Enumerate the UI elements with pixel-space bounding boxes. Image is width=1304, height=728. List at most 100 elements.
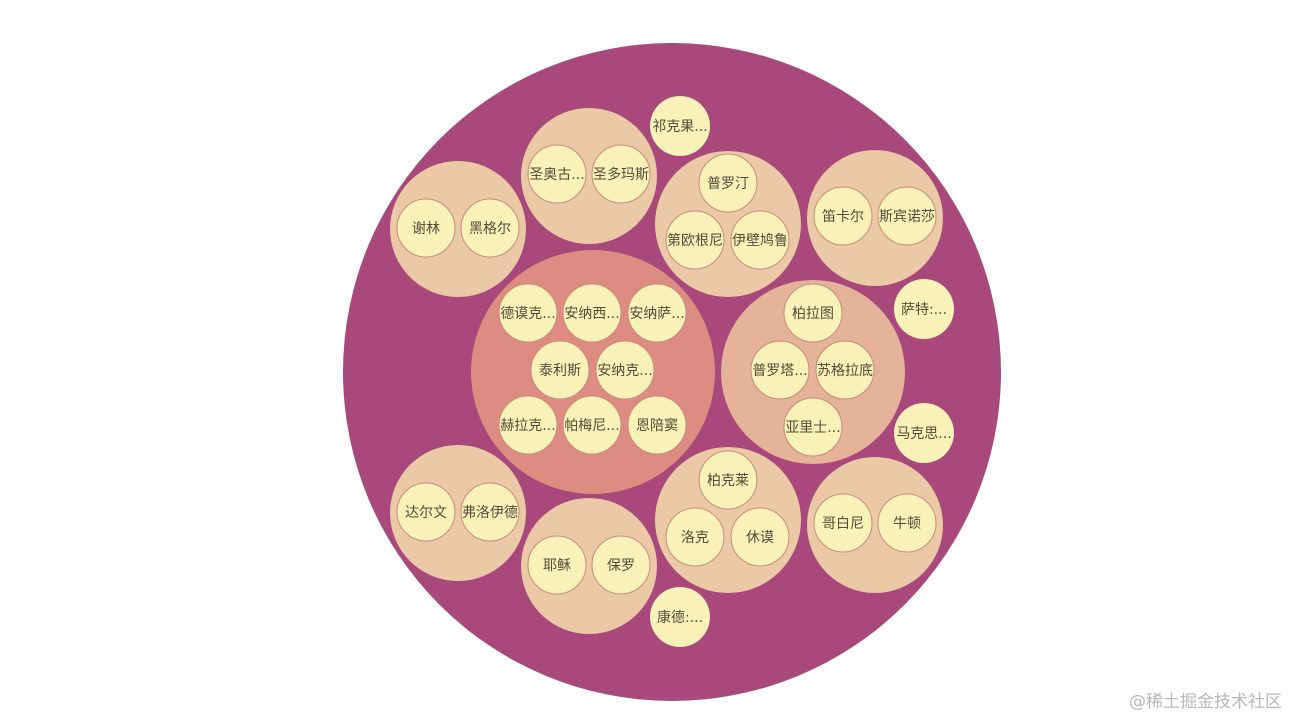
leaf-node[interactable]: 保罗 — [591, 535, 651, 595]
leaf-node[interactable]: 谢林 — [396, 198, 456, 258]
node-label: 斯宾诺莎 — [879, 209, 935, 225]
leaf-node[interactable]: 安纳西... — [562, 283, 622, 343]
leaf-node[interactable]: 达尔文 — [396, 482, 456, 542]
single-node[interactable]: 康德:... — [650, 587, 710, 647]
single-node[interactable]: 祁克果... — [650, 96, 710, 156]
leaf-circle[interactable] — [665, 507, 725, 567]
leaf-circle[interactable] — [396, 198, 456, 258]
leaf-node[interactable]: 哥白尼 — [813, 493, 873, 553]
single-node[interactable]: 萨特:... — [894, 279, 954, 339]
leaf-circle[interactable] — [460, 482, 520, 542]
leaf-node[interactable]: 柏拉图 — [783, 283, 843, 343]
leaf-node[interactable]: 安纳克... — [595, 340, 655, 400]
node-label: 伊壁鸠鲁 — [732, 232, 788, 249]
watermark: @稀土掘金技术社区 — [1129, 692, 1282, 712]
leaf-circle[interactable] — [750, 340, 810, 400]
leaf-node[interactable]: 帕梅尼... — [562, 395, 622, 455]
node-label: 亚里士... — [785, 420, 840, 436]
leaf-circle[interactable] — [627, 283, 687, 343]
leaf-node[interactable]: 亚里士... — [783, 397, 843, 457]
node-label: 萨特:... — [901, 302, 947, 318]
node-label: 马克思... — [896, 426, 951, 442]
leaf-circle[interactable] — [498, 283, 558, 343]
node-label: 柏拉图 — [792, 306, 834, 322]
leaf-circle[interactable] — [815, 340, 875, 400]
node-label: 泰利斯 — [539, 363, 581, 379]
group-circle[interactable] — [390, 161, 526, 297]
leaf-circle[interactable] — [527, 144, 587, 204]
group-circle[interactable] — [390, 445, 526, 581]
leaf-node[interactable]: 苏格拉底 — [815, 340, 875, 400]
leaf-circle[interactable] — [877, 493, 937, 553]
leaf-circle[interactable] — [562, 283, 622, 343]
leaf-node[interactable]: 笛卡尔 — [813, 186, 873, 246]
node-label: 康德:... — [657, 609, 703, 626]
node-label: 笛卡尔 — [822, 209, 864, 225]
leaf-node[interactable]: 安纳萨... — [627, 283, 687, 343]
group-circle[interactable] — [807, 150, 943, 286]
leaf-circle[interactable] — [498, 395, 558, 455]
leaf-circle[interactable] — [730, 210, 790, 270]
group-circle[interactable] — [807, 457, 943, 593]
leaf-circle[interactable] — [665, 210, 725, 270]
leaf-node[interactable]: 休谟 — [730, 507, 790, 567]
single-circle[interactable] — [894, 279, 954, 339]
node-label: 安纳克... — [597, 363, 652, 379]
node-label: 柏克莱 — [707, 473, 749, 489]
leaf-node[interactable]: 普罗汀 — [698, 153, 758, 213]
leaf-circle[interactable] — [595, 340, 655, 400]
leaf-node[interactable]: 第欧根尼 — [665, 210, 725, 270]
leaf-node[interactable]: 洛克 — [665, 507, 725, 567]
leaf-circle[interactable] — [591, 144, 651, 204]
node-label: 洛克 — [681, 530, 709, 546]
leaf-circle[interactable] — [698, 450, 758, 510]
leaf-node[interactable]: 耶稣 — [527, 535, 587, 595]
leaf-node[interactable]: 伊壁鸠鲁 — [730, 210, 790, 270]
leaf-circle[interactable] — [627, 395, 687, 455]
leaf-node[interactable]: 黑格尔 — [460, 198, 520, 258]
leaf-circle[interactable] — [730, 507, 790, 567]
leaf-node[interactable]: 牛顿 — [877, 493, 937, 553]
single-circle[interactable] — [894, 403, 954, 463]
leaf-circle[interactable] — [813, 186, 873, 246]
node-label: 圣奥古... — [529, 166, 584, 183]
single-node[interactable]: 马克思... — [894, 403, 954, 463]
leaf-node[interactable]: 圣奥古... — [527, 144, 587, 204]
node-label: 安纳西... — [564, 306, 619, 322]
leaf-node[interactable]: 德谟克... — [498, 283, 558, 343]
node-label: 德谟克... — [500, 306, 555, 322]
node-label: 休谟 — [746, 530, 774, 546]
leaf-node[interactable]: 柏克莱 — [698, 450, 758, 510]
leaf-circle[interactable] — [783, 283, 843, 343]
leaf-circle[interactable] — [460, 198, 520, 258]
leaf-circle[interactable] — [530, 340, 590, 400]
node-label: 恩陪窦 — [636, 418, 678, 434]
node-label: 弗洛伊德 — [462, 505, 518, 521]
leaf-node[interactable]: 普罗塔... — [750, 340, 810, 400]
leaf-node[interactable]: 圣多玛斯 — [591, 144, 651, 204]
node-label: 安纳萨... — [629, 306, 684, 322]
leaf-node[interactable]: 泰利斯 — [530, 340, 590, 400]
group-circle[interactable] — [521, 498, 657, 634]
leaf-node[interactable]: 赫拉克... — [498, 395, 558, 455]
leaf-node[interactable]: 弗洛伊德 — [460, 482, 520, 542]
node-label: 黑格尔 — [469, 221, 511, 237]
leaf-circle[interactable] — [396, 482, 456, 542]
group-circle[interactable] — [721, 280, 905, 464]
single-circle[interactable] — [650, 96, 710, 156]
node-label: 哥白尼 — [822, 516, 864, 532]
leaf-circle[interactable] — [591, 535, 651, 595]
node-label: 耶稣 — [543, 558, 571, 574]
leaf-circle[interactable] — [562, 395, 622, 455]
leaf-node[interactable]: 恩陪窦 — [627, 395, 687, 455]
single-circle[interactable] — [650, 587, 710, 647]
node-label: 帕梅尼... — [564, 418, 619, 434]
leaf-node[interactable]: 斯宾诺莎 — [877, 186, 937, 246]
leaf-circle[interactable] — [813, 493, 873, 553]
leaf-circle[interactable] — [527, 535, 587, 595]
group-circle[interactable] — [521, 108, 657, 244]
leaf-circle[interactable] — [783, 397, 843, 457]
leaf-circle[interactable] — [877, 186, 937, 246]
leaf-circle[interactable] — [698, 153, 758, 213]
